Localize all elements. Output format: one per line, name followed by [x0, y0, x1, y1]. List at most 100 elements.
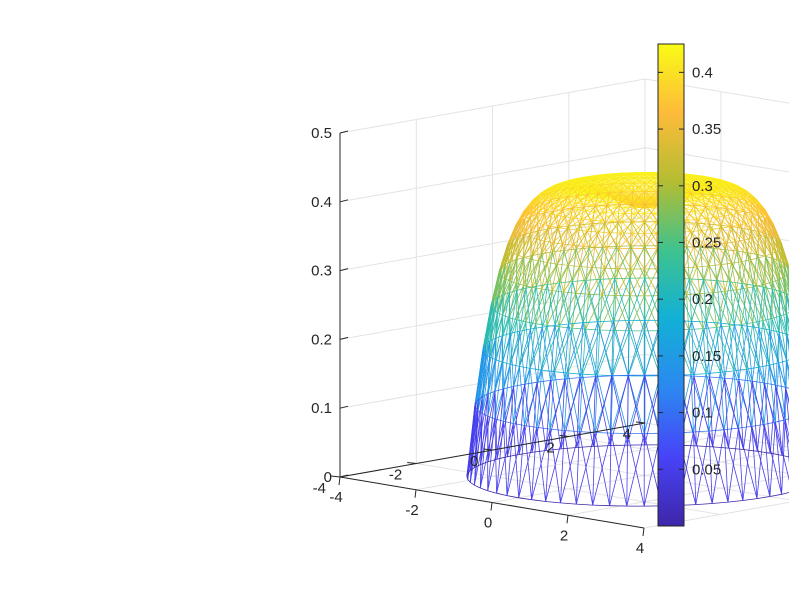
mesh-edge	[758, 214, 765, 218]
mesh-edge	[687, 219, 698, 221]
mesh-edge	[536, 224, 545, 240]
mesh-edge	[696, 265, 710, 268]
mesh-edge	[537, 193, 546, 204]
mesh-edge	[751, 202, 753, 214]
mesh-edge	[532, 220, 538, 224]
mesh-edge	[712, 292, 730, 327]
mesh-edge	[512, 220, 522, 240]
mesh-edge	[683, 267, 701, 294]
mesh-edge	[706, 218, 722, 229]
mesh-edge	[516, 285, 524, 320]
mesh-edge	[641, 185, 645, 192]
mesh-edge	[786, 265, 789, 282]
mesh-edge	[501, 317, 510, 363]
mesh-edge	[550, 187, 553, 193]
mesh-edge	[712, 292, 717, 328]
mesh-edge	[648, 186, 652, 192]
mesh-edge	[711, 180, 719, 183]
mesh-edge	[778, 260, 787, 294]
mesh-edge	[509, 239, 514, 262]
mesh-edge	[508, 292, 511, 334]
mesh-edge	[763, 216, 769, 220]
mesh-edge	[550, 197, 560, 201]
mesh-edge	[765, 233, 772, 237]
mesh-edge	[708, 430, 713, 504]
mesh-edge	[543, 193, 546, 202]
mesh-edge	[495, 335, 503, 339]
mesh-edge	[487, 421, 504, 491]
mesh-edge	[530, 237, 538, 240]
mesh-edge	[558, 188, 566, 199]
mesh-edge	[724, 188, 733, 191]
mesh-edge	[707, 198, 720, 202]
mesh-edge	[590, 176, 596, 181]
mesh-edge	[545, 501, 561, 504]
mesh-edge	[550, 199, 554, 212]
mesh-edge	[558, 196, 571, 200]
mesh-edge	[550, 190, 558, 200]
mesh-edge	[479, 416, 489, 489]
mesh-edge	[510, 363, 520, 367]
mesh-edge	[510, 259, 517, 263]
mesh-edge	[632, 221, 634, 234]
mesh-edge	[634, 186, 638, 192]
mesh-edge	[763, 234, 772, 254]
mesh-edge	[509, 280, 517, 284]
mesh-edge	[515, 258, 531, 284]
mesh-edge	[610, 375, 614, 434]
mesh-edge	[772, 288, 781, 292]
mesh-edge	[690, 231, 706, 246]
mesh-edge	[494, 364, 511, 419]
mesh-edge	[554, 371, 569, 374]
mesh-edge	[783, 262, 787, 294]
mesh-edge	[768, 365, 776, 423]
mesh-edge	[743, 192, 752, 203]
mesh-edge	[613, 295, 631, 331]
mesh-edge	[509, 236, 519, 263]
mesh-edge	[724, 291, 730, 327]
mesh-edge	[592, 504, 610, 507]
mesh-edge	[532, 211, 545, 222]
mesh-edge	[751, 201, 757, 205]
mesh-edge	[505, 241, 511, 265]
mesh-edge	[778, 260, 781, 292]
mesh-edge	[618, 233, 633, 249]
mesh-edge	[545, 429, 551, 502]
mesh-edge	[756, 203, 765, 218]
mesh-edge	[480, 461, 489, 465]
mesh-edge	[632, 221, 645, 234]
mesh-edge	[516, 257, 524, 260]
mesh-edge	[525, 321, 536, 325]
mesh-edge	[469, 481, 475, 486]
mesh-edge	[699, 293, 717, 328]
mesh-edge	[530, 222, 538, 238]
mesh-edge	[785, 418, 789, 421]
mesh-edge	[588, 267, 605, 295]
mesh-edge	[758, 231, 766, 234]
mesh-edge	[751, 237, 766, 257]
mesh-edge	[575, 292, 589, 295]
mesh-edge	[772, 258, 780, 261]
mesh-edge	[481, 340, 491, 397]
mesh-edge	[477, 343, 487, 400]
mesh-edge	[731, 203, 738, 206]
mesh-edge	[572, 230, 578, 246]
mesh-edge	[735, 198, 739, 211]
mesh-edge	[699, 293, 704, 329]
mesh-edge	[718, 179, 720, 183]
mesh-edge	[710, 181, 717, 188]
mesh-edge	[503, 420, 514, 424]
mesh-edge	[494, 335, 503, 392]
mesh-edge	[567, 218, 582, 230]
mesh-edge	[493, 276, 503, 311]
mesh-edge	[506, 425, 525, 496]
mesh-edge	[597, 220, 602, 233]
mesh-edge	[591, 247, 596, 268]
mesh-edge	[560, 502, 577, 505]
mesh-edge	[720, 264, 726, 292]
mesh-edge	[649, 177, 655, 183]
mesh-edge	[554, 327, 573, 372]
mesh-edge	[519, 321, 527, 367]
mesh-edge	[541, 262, 548, 290]
mesh-edge	[532, 202, 538, 206]
